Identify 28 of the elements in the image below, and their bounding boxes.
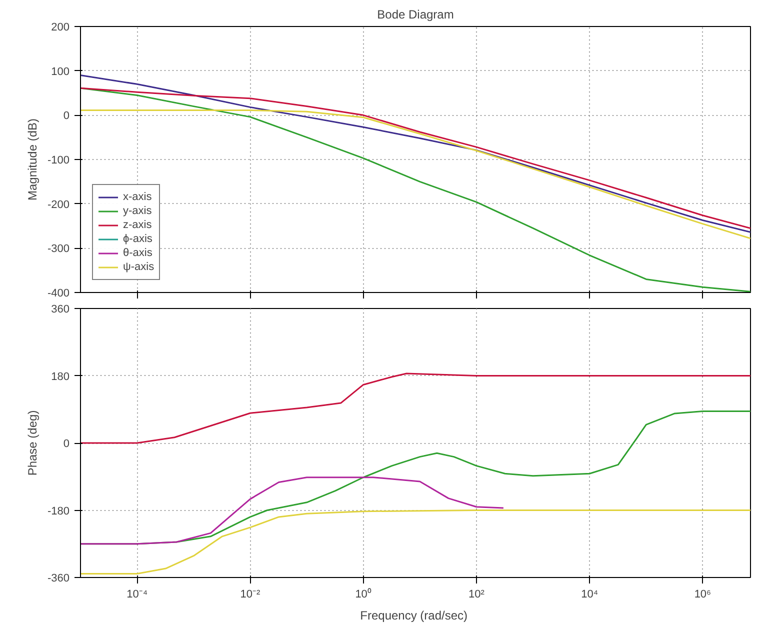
y-tick-label: -360 [47, 572, 70, 584]
x-tick-label: 10⁶ [694, 588, 712, 600]
legend-label: y-axis [123, 204, 152, 218]
legend-label: θ-axis [123, 246, 152, 260]
y-tick-label: 0 [63, 438, 70, 450]
x-tick-label: 10⁻² [240, 588, 260, 600]
y-tick-label: 0 [63, 110, 70, 122]
y-tick-label: -180 [47, 505, 70, 518]
legend-label: z-axis [123, 218, 152, 232]
y-axis-title: Phase (deg) [25, 410, 40, 476]
legend-label: x-axis [123, 190, 152, 204]
y-tick-label: -200 [47, 198, 70, 211]
y-tick-label: -300 [47, 243, 70, 256]
x-tick-label: 10⁻⁴ [126, 588, 148, 600]
legend-label: ψ-axis [123, 260, 154, 274]
y-tick-label: 100 [51, 66, 70, 78]
x-tick-label: 10⁰ [355, 588, 372, 600]
y-tick-label: -100 [47, 154, 70, 166]
y-tick-label: 180 [51, 370, 70, 383]
y-tick-label: 200 [51, 22, 70, 34]
x-tick-label: 10² [468, 588, 485, 600]
y-tick-label: 360 [51, 304, 70, 316]
y-axis-title: Magnitude (dB) [25, 118, 40, 201]
chart-title: Bode Diagram [377, 8, 454, 22]
y-tick-label: -400 [47, 288, 70, 300]
x-tick-label: 10⁴ [581, 588, 598, 600]
legend-label: ϕ-axis [123, 232, 152, 246]
x-axis-title: Frequency (rad/sec) [360, 608, 468, 622]
